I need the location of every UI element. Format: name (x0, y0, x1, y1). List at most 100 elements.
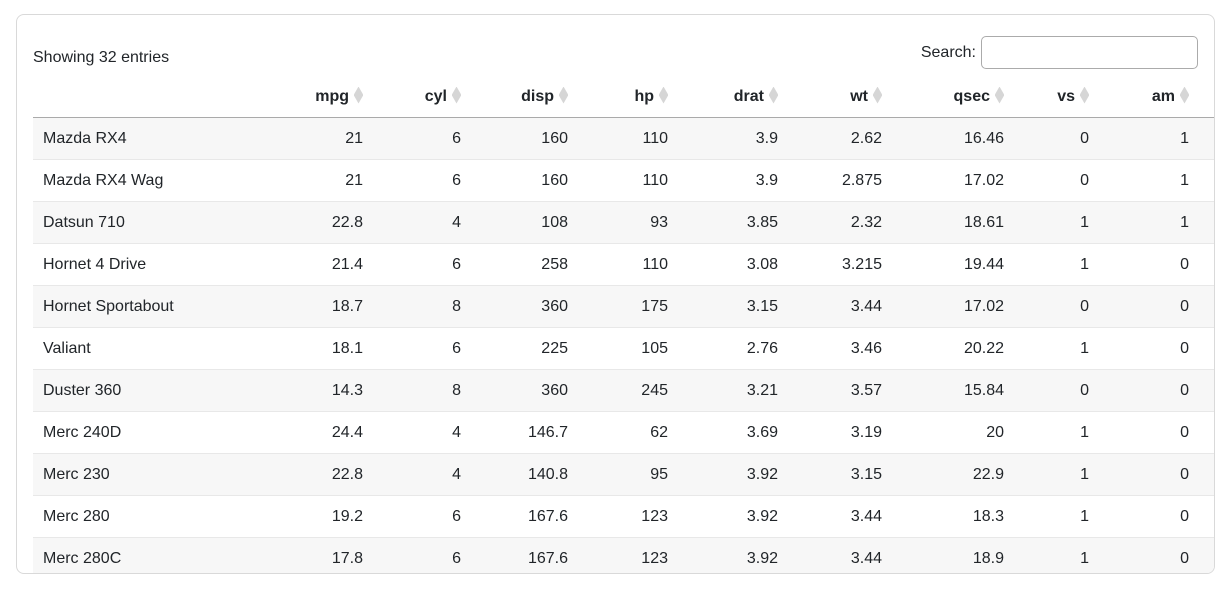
column-header-name (33, 76, 253, 118)
row-name-cell: Merc 280 (43, 507, 110, 525)
sort-icon (452, 86, 461, 104)
column-header-drat[interactable]: drat (678, 76, 788, 118)
cell-vs: 1 (1080, 423, 1089, 441)
column-label: qsec (953, 87, 990, 105)
search-label: Search: (920, 43, 976, 61)
entries-info: Showing 32 entries (33, 49, 170, 66)
column-header-wt[interactable]: wt (788, 76, 892, 118)
cell-vs: 1 (1080, 255, 1089, 273)
cell-gear: 3 (1199, 244, 1214, 286)
column-header-mpg[interactable]: mpg (253, 76, 373, 118)
row-name-cell: Hornet Sportabout (43, 297, 174, 315)
cell-qsec: 18.9 (972, 549, 1004, 567)
table-toolbar: Showing 32 entries Search: (17, 15, 1214, 76)
column-header-am[interactable]: am (1099, 76, 1199, 118)
search-input[interactable] (981, 36, 1198, 69)
cell-mpg: 22.8 (331, 213, 363, 231)
cell-qsec: 20 (986, 423, 1004, 441)
cell-drat: 3.69 (746, 423, 778, 441)
cell-hp: 105 (641, 339, 668, 357)
cell-hp: 95 (650, 465, 668, 483)
column-header-hp[interactable]: hp (578, 76, 678, 118)
cell-wt: 3.44 (850, 507, 882, 525)
cell-mpg: 24.4 (331, 423, 363, 441)
column-header-cyl[interactable]: cyl (373, 76, 471, 118)
cell-drat: 3.92 (746, 549, 778, 567)
cell-wt: 3.44 (850, 549, 882, 567)
row-name-cell: Merc 230 (43, 465, 110, 483)
cell-disp: 140.8 (527, 465, 568, 483)
cell-disp: 160 (541, 129, 568, 147)
cell-am: 0 (1180, 297, 1189, 315)
cell-gear: 4 (1199, 454, 1214, 496)
cell-hp: 110 (642, 129, 668, 147)
column-label: mpg (315, 87, 349, 105)
cell-vs: 1 (1080, 213, 1089, 231)
cell-qsec: 18.61 (963, 213, 1004, 231)
cell-qsec: 15.84 (963, 381, 1004, 399)
cell-cyl: 4 (452, 423, 461, 441)
cell-vs: 1 (1080, 339, 1089, 357)
column-label: cyl (424, 87, 447, 105)
cell-mpg: 21 (345, 129, 363, 147)
cell-qsec: 17.02 (963, 171, 1004, 189)
cell-gear: 4 (1199, 118, 1214, 160)
header-row: mpgcyldisphpdratwtqsecvsamgearcarb (33, 76, 1214, 118)
cell-wt: 3.46 (850, 339, 882, 357)
cell-disp: 225 (541, 339, 568, 357)
column-header-gear[interactable]: gear (1199, 76, 1214, 118)
cell-disp: 360 (541, 297, 568, 315)
cell-cyl: 6 (452, 255, 461, 273)
column-header-vs[interactable]: vs (1014, 76, 1099, 118)
cell-drat: 2.76 (746, 339, 778, 357)
cell-disp: 167.6 (527, 549, 568, 567)
cell-hp: 62 (650, 423, 668, 441)
cell-qsec: 19.44 (963, 255, 1004, 273)
cell-gear: 3 (1199, 286, 1214, 328)
cell-am: 0 (1180, 339, 1189, 357)
sort-icon (995, 86, 1004, 104)
sort-icon (769, 86, 778, 104)
row-name-cell: Valiant (43, 339, 91, 357)
table-row: Hornet 4 Drive 21.4 6 258 110 3.08 3.215 19.44 1… (33, 243, 1214, 286)
cell-qsec: 22.9 (972, 465, 1004, 483)
column-header-disp[interactable]: disp (471, 76, 578, 118)
cell-gear: 4 (1199, 412, 1214, 454)
row-name-cell: Mazda RX4 Wag (43, 171, 164, 189)
sort-icon (354, 86, 363, 104)
row-name-cell: Datsun 710 (43, 213, 125, 231)
cell-gear: 4 (1199, 160, 1214, 202)
cell-wt: 3.44 (850, 297, 882, 315)
cell-drat: 3.92 (746, 465, 778, 483)
cell-cyl: 8 (452, 297, 461, 315)
row-name-cell: Duster 360 (43, 381, 122, 399)
cell-gear: 4 (1199, 202, 1214, 244)
column-label: am (1151, 87, 1175, 105)
cell-mpg: 18.7 (331, 297, 363, 315)
row-name-cell: Merc 240D (43, 423, 122, 441)
cell-mpg: 21.4 (331, 255, 363, 273)
cell-qsec: 17.02 (963, 297, 1004, 315)
cell-mpg: 14.3 (331, 381, 363, 399)
cell-hp: 93 (650, 213, 668, 231)
sort-icon (1180, 86, 1189, 104)
cell-mpg: 18.1 (331, 339, 363, 357)
cell-cyl: 6 (452, 171, 461, 189)
cell-vs: 1 (1080, 507, 1089, 525)
cell-am: 0 (1180, 255, 1189, 273)
column-label: wt (850, 87, 868, 105)
cell-wt: 2.62 (850, 129, 882, 147)
cell-vs: 0 (1080, 129, 1089, 147)
row-name-cell: Mazda RX4 (43, 129, 127, 147)
table-body: Mazda RX42161601103.92.6216.460144Mazda … (33, 117, 1214, 573)
cell-wt: 3.19 (850, 423, 882, 441)
column-header-qsec[interactable]: qsec (892, 76, 1014, 118)
sort-icon (1080, 86, 1089, 104)
search-control: Search: (921, 36, 1198, 69)
